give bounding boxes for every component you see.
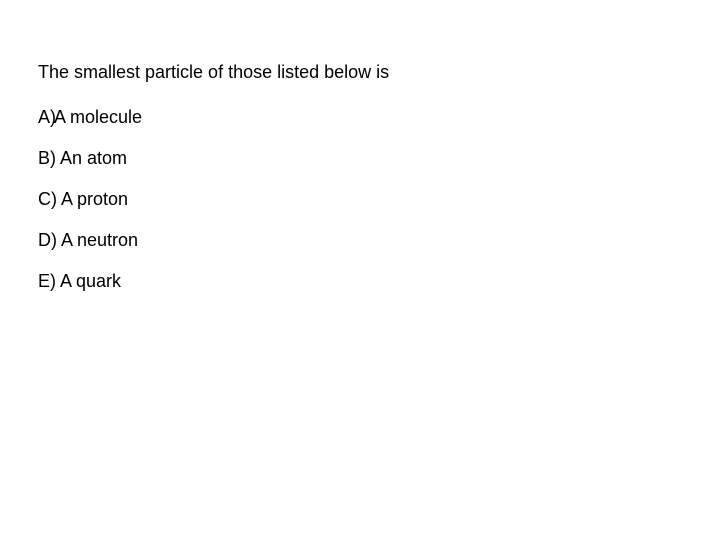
option-c: C) A proton bbox=[38, 189, 720, 210]
option-b: B) An atom bbox=[38, 148, 720, 169]
option-c-label: C) bbox=[38, 189, 57, 209]
option-a: A)A molecule bbox=[38, 107, 720, 128]
option-c-text: A proton bbox=[57, 189, 128, 209]
option-e-text: A quark bbox=[56, 271, 121, 291]
option-d: D) A neutron bbox=[38, 230, 720, 251]
option-b-text: An atom bbox=[56, 148, 127, 168]
option-a-text: A molecule bbox=[54, 107, 142, 127]
option-b-label: B) bbox=[38, 148, 56, 168]
option-e: E) A quark bbox=[38, 271, 720, 292]
option-d-label: D) bbox=[38, 230, 57, 250]
option-e-label: E) bbox=[38, 271, 56, 291]
option-d-text: A neutron bbox=[57, 230, 138, 250]
question-text: The smallest particle of those listed be… bbox=[38, 62, 720, 83]
